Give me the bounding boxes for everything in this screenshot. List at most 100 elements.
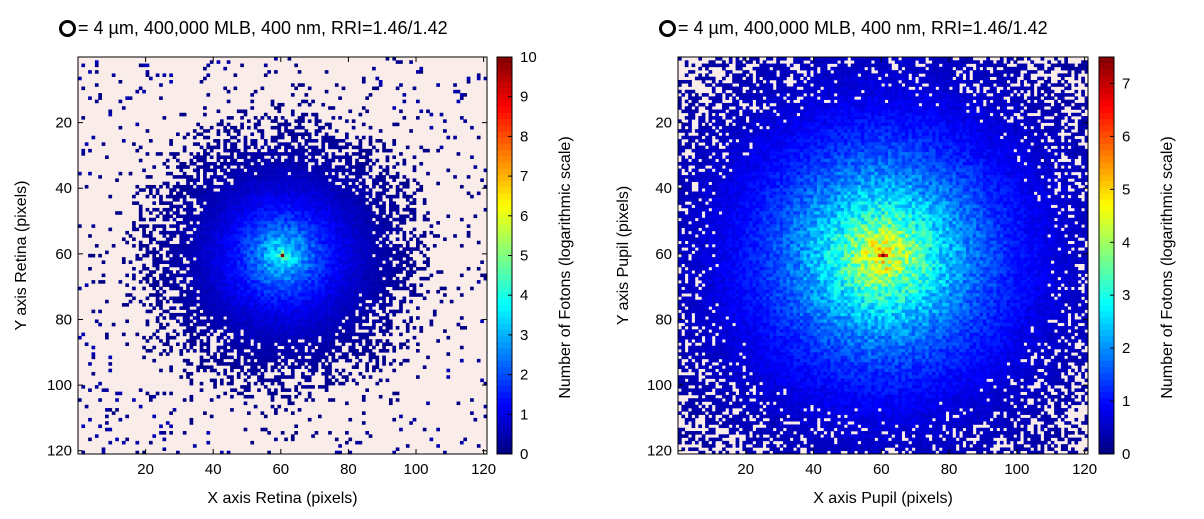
heatmap-cell [280,431,285,435]
heatmap-cell [81,450,86,455]
heatmap-cell [270,398,275,402]
heatmap-cell [307,184,312,189]
heatmap-cell [287,122,292,127]
heatmap-cell [263,306,268,310]
heatmap-cell [233,309,238,314]
heatmap-cell [307,135,312,140]
heatmap-cell [213,368,217,373]
heatmap-cell [98,253,102,258]
heatmap-cell [257,316,261,320]
heatmap-cell [203,299,207,304]
heatmap-cell [230,322,234,327]
heatmap-cell [257,240,261,245]
heatmap-cell [328,227,332,232]
heatmap-cell [365,224,369,228]
heatmap-cell [294,168,299,173]
heatmap-cell [331,184,336,189]
heatmap-cell [192,230,197,235]
heatmap-cell [399,244,403,248]
heatmap-cell [216,214,221,219]
heatmap-cell [375,339,380,343]
heatmap-cell [192,303,197,307]
heatmap-cell [355,230,359,235]
heatmap-cell [135,253,140,258]
heatmap-cell [365,148,369,153]
heatmap-cell [334,244,339,248]
heatmap-cell [236,286,241,291]
heatmap-cell [301,326,305,330]
heatmap-cell [209,293,214,297]
heatmap-cell [192,316,197,320]
heatmap-cell [378,234,383,238]
heatmap-cell [250,345,255,350]
heatmap-cell [148,230,153,235]
heatmap-cell [226,250,231,255]
heatmap-cell [199,240,204,245]
heatmap-cell [351,181,356,186]
heatmap-cell [223,237,228,242]
heatmap-cell [304,230,309,235]
heatmap-cell [385,303,390,307]
heatmap-cell [294,201,299,205]
heatmap-cell [274,408,278,412]
heatmap-cell [456,401,461,406]
heatmap-cell [253,362,258,366]
heatmap-cell [274,335,278,340]
heatmap-cell [233,253,238,258]
heatmap-cell [287,332,292,337]
heatmap-cell [311,286,315,291]
heatmap-cell [250,299,255,304]
heatmap-cell [192,191,197,196]
heatmap-cell [301,221,305,225]
heatmap-cell [226,201,231,205]
heatmap-cell [240,175,244,179]
heatmap-cell [284,142,288,146]
heatmap-cell [287,303,292,307]
heatmap-cell [290,253,295,258]
heatmap-cell [91,355,96,360]
heatmap-cell [247,283,251,287]
heatmap-cell [412,168,417,173]
heatmap-cell [328,224,332,228]
heatmap-cell [250,214,255,219]
heatmap-cell [206,161,211,166]
heatmap-cell [311,237,315,242]
heatmap-cell [280,253,285,258]
heatmap-cell [365,253,369,258]
heatmap-cell [233,237,238,242]
heatmap-cell [321,217,326,222]
heatmap-cell [409,293,413,297]
heatmap-cell [385,342,390,347]
heatmap-cell [355,257,359,261]
heatmap-cell [199,312,204,317]
heatmap-cell [263,158,268,163]
heatmap-cell [203,112,207,117]
heatmap-cell [297,358,302,363]
heatmap-cell [358,339,363,343]
heatmap-cell [338,286,342,291]
heatmap-cell [361,289,366,294]
heatmap-cell [260,204,265,209]
heatmap-cell [270,214,275,219]
heatmap-cell [317,385,322,389]
heatmap-cell [341,306,346,310]
heatmap-cell [348,168,353,173]
heatmap-cell [436,270,440,274]
heatmap-cell [257,339,261,343]
heatmap-cell [219,358,224,363]
heatmap-cell [321,322,326,327]
heatmap-cell [399,427,403,432]
heatmap-cell [466,234,471,238]
heatmap-cell [152,293,157,297]
heatmap-cell [247,306,251,310]
heatmap-cell [247,234,251,238]
heatmap-cell [267,234,271,238]
heatmap-cell [257,198,261,202]
heatmap-cell [263,283,268,287]
heatmap-cell [311,207,315,212]
heatmap-cell [189,244,194,248]
heatmap-cell [294,161,299,166]
heatmap-cell [145,63,150,68]
heatmap-cell [206,211,211,215]
heatmap-cell [243,237,248,242]
